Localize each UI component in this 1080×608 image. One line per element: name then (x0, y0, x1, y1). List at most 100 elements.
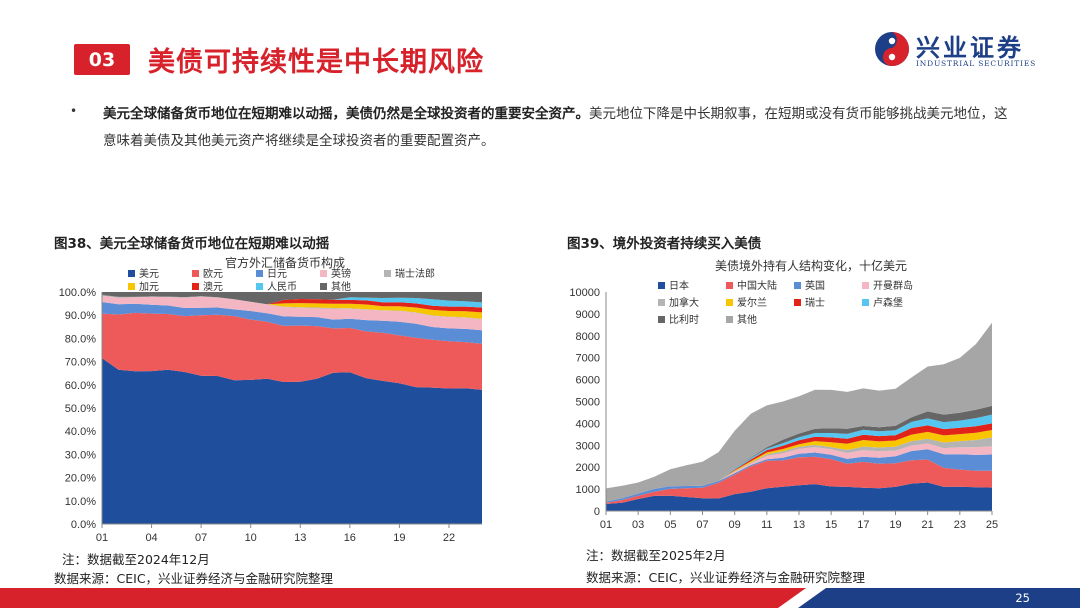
x-tick-label: 19 (889, 519, 901, 531)
y-tick-label: 10000 (569, 287, 600, 299)
legend-swatch (794, 282, 801, 289)
bullet-paragraph: 美元全球储备货币地位在短期难以动摇，美债仍然是全球投资者的重要安全资产。美元地位… (103, 101, 1008, 155)
x-tick-label: 19 (393, 532, 405, 544)
x-tick-label: 11 (761, 519, 772, 531)
page-number: 25 (1015, 591, 1030, 605)
y-tick-label: 1000 (576, 484, 600, 496)
y-tick-label: 0.0% (71, 519, 96, 531)
legend-label: 比利时 (669, 314, 699, 326)
area-series-1 (606, 482, 992, 511)
chart-title: 美债境外持有人结构变化，十亿美元 (715, 258, 907, 273)
y-tick-label: 0 (594, 506, 600, 518)
legend-swatch (192, 283, 199, 290)
legend-swatch (658, 282, 665, 289)
legend-swatch (862, 299, 869, 306)
legend-label: 加元 (139, 281, 159, 293)
y-tick-label: 4000 (576, 418, 600, 430)
x-tick-label: 15 (825, 519, 837, 531)
x-tick-label: 13 (793, 519, 805, 531)
y-tick-label: 8000 (576, 331, 600, 343)
bullet-marker: • (70, 104, 78, 118)
y-tick-label: 40.0% (65, 426, 96, 438)
area-series-4 (102, 295, 482, 331)
x-tick-label: 07 (195, 532, 207, 544)
y-tick-label: 6000 (576, 375, 600, 387)
legend-swatch (726, 299, 733, 306)
x-tick-label: 01 (600, 519, 612, 531)
y-tick-label: 30.0% (65, 449, 96, 461)
area-series-6 (606, 430, 992, 502)
figure39-caption: 图39、境外投资者持续买入美债 (567, 236, 762, 252)
chart-title: 官方外汇储备货币构成 (225, 255, 345, 270)
area-series-4 (606, 443, 992, 502)
legend-label: 日元 (267, 269, 287, 280)
legend-swatch (320, 270, 327, 277)
y-tick-label: 7000 (576, 353, 600, 365)
legend-label: 爱尔兰 (737, 296, 767, 309)
legend-label: 人民币 (267, 281, 297, 293)
foreign-holders-chart: 0 1000 2000 3000 4000 5000 6000 7000 8000 9000 100… (569, 258, 998, 531)
company-logo: 兴业证券 INDUSTRIAL SECURITIES (872, 28, 1062, 72)
x-tick-label: 07 (696, 519, 708, 531)
legend-swatch (726, 282, 733, 289)
figure39-note: 注：数据截至2025年2月 (586, 548, 726, 563)
area-series-7 (606, 423, 992, 502)
area-series-9 (606, 405, 992, 502)
legend-label: 其他 (331, 280, 351, 293)
area-series-1 (102, 358, 482, 524)
area-series-5 (606, 437, 992, 502)
y-tick-label: 20.0% (65, 473, 96, 485)
area-series-8 (606, 414, 992, 502)
x-tick-label: 23 (954, 519, 966, 531)
area-series-3 (606, 449, 992, 503)
bullet-bold-text: 美元全球储备货币地位在短期难以动摇，美债仍然是全球投资者的重要安全资产。 (103, 106, 589, 122)
legend-label: 开曼群岛 (873, 279, 913, 292)
y-tick-label: 50.0% (65, 403, 96, 415)
figure38-caption: 图38、美元全球储备货币地位在短期难以动摇 (54, 236, 330, 252)
footer-bar (0, 588, 1080, 608)
x-tick-label: 03 (632, 519, 644, 531)
legend-swatch (862, 282, 869, 289)
logo-emblem-icon (875, 32, 909, 66)
section-number-badge: 03 (74, 44, 130, 75)
legend-swatch (384, 270, 391, 277)
x-tick-label: 10 (245, 532, 257, 544)
y-tick-label: 90.0% (65, 310, 96, 322)
legend-swatch (794, 299, 801, 306)
y-tick-label: 60.0% (65, 380, 96, 392)
legend-label: 欧元 (203, 268, 223, 280)
legend-label: 瑞士 (805, 296, 825, 309)
x-tick-label: 17 (857, 519, 869, 531)
x-tick-label: 21 (922, 519, 934, 531)
y-tick-label: 10.0% (65, 496, 96, 508)
y-tick-label: 2000 (576, 462, 600, 474)
figure38-note: 注：数据截至2024年12月 (62, 552, 210, 567)
x-tick-label: 25 (986, 519, 998, 531)
x-tick-label: 05 (664, 519, 676, 531)
area-series-10 (606, 322, 992, 502)
y-tick-label: 9000 (576, 309, 600, 321)
legend-swatch (128, 270, 135, 277)
x-tick-label: 13 (294, 532, 306, 544)
legend-label: 瑞士法郎 (395, 267, 435, 280)
reserve-currency-chart: 0.0% 10.0% 20.0% 30.0% 40.0% 50.0% 60.0% 70.0% 8… (59, 255, 482, 544)
legend-label: 英国 (805, 279, 825, 292)
area-series-2 (606, 456, 992, 504)
legend-label: 中国大陆 (737, 279, 777, 292)
x-tick-label: 16 (344, 532, 356, 544)
legend-swatch (192, 270, 199, 277)
legend-label: 其他 (737, 313, 757, 326)
figure38-source: 数据来源：CEIC，兴业证券经济与金融研究院整理 (54, 571, 334, 586)
legend-label: 加拿大 (669, 296, 699, 309)
area-series-2 (102, 312, 482, 390)
area-series-7 (102, 295, 482, 313)
logo-name: 兴业证券 (916, 33, 1024, 62)
legend-swatch (256, 283, 263, 290)
x-tick-label: 22 (443, 532, 455, 544)
legend-swatch (658, 316, 665, 323)
legend-swatch (256, 270, 263, 277)
area-series-8 (102, 295, 482, 308)
legend-swatch (726, 316, 733, 323)
x-tick-label: 01 (96, 532, 108, 544)
y-tick-label: 5000 (576, 397, 600, 409)
